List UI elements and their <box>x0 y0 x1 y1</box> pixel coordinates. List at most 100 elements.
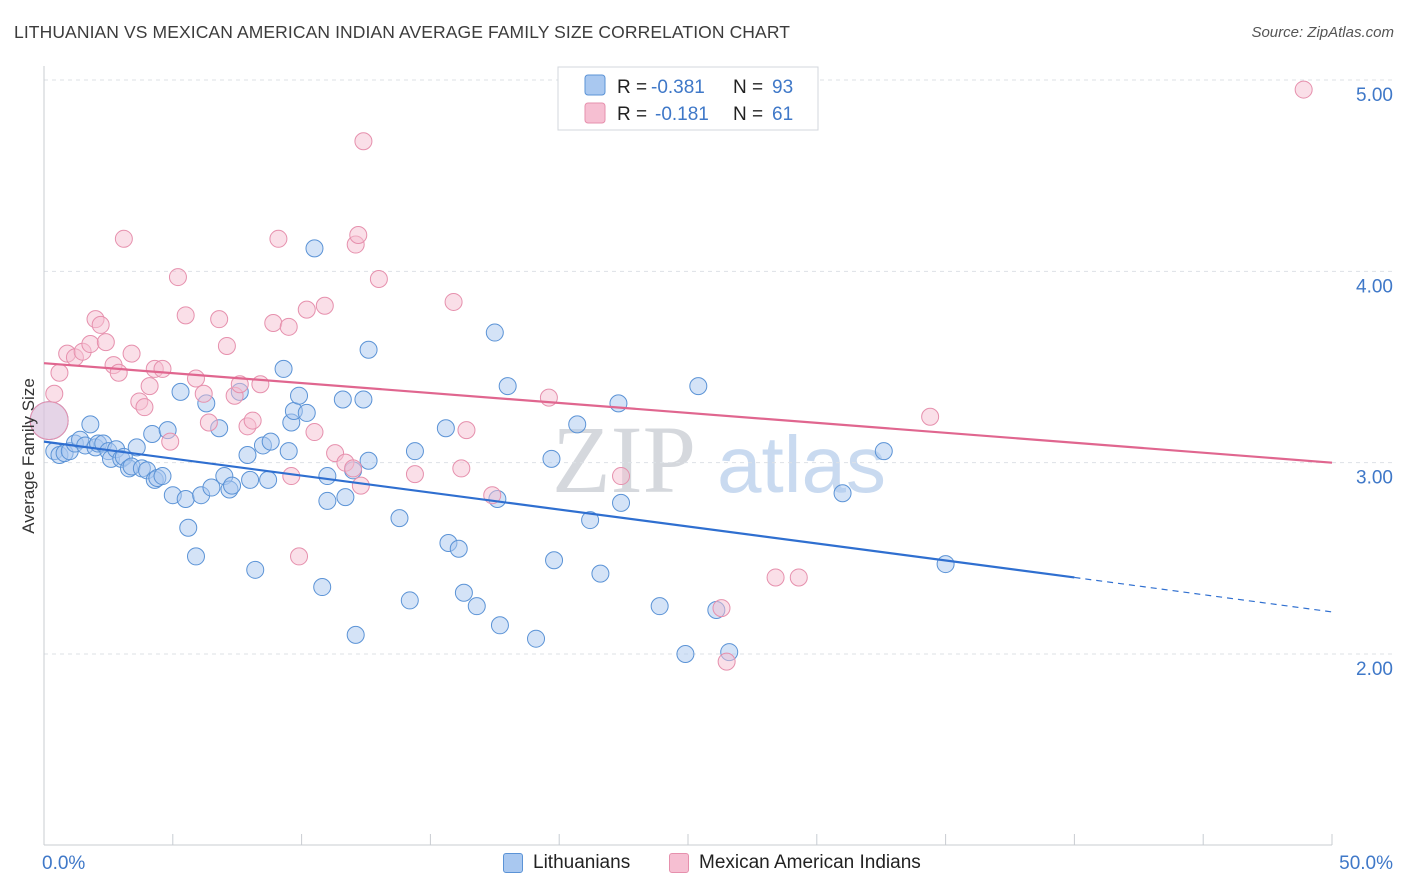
mexican-american-indian-point <box>91 315 110 334</box>
lithuanian-point <box>405 442 424 461</box>
legend-r-value-2: -0.181 <box>655 104 709 125</box>
lithuanian-point <box>297 403 316 422</box>
x-ticks <box>43 834 1333 845</box>
mexican-american-indian-point <box>168 268 187 287</box>
lithuanian-point <box>202 478 221 497</box>
lithuanian-point <box>290 386 309 405</box>
mexican-american-indian-point <box>194 384 213 403</box>
lithuanian-point <box>545 551 564 570</box>
lithuanian-point <box>261 432 280 451</box>
legend-swatch-lithuanians <box>584 74 606 96</box>
lithuanian-point <box>936 555 955 574</box>
lithuanian-point <box>676 645 695 663</box>
chart-title: LITHUANIAN VS MEXICAN AMERICAN INDIAN AV… <box>14 22 791 42</box>
mexican-american-indian-point <box>176 306 195 325</box>
lithuanian-point <box>313 578 332 597</box>
bottom-legend-mexican: Mexican American Indians <box>669 852 921 874</box>
bottom-legend-swatch-lithuanians <box>503 853 523 873</box>
mexican-american-indian-point <box>354 132 373 151</box>
lithuanian-point <box>259 470 278 489</box>
lithuanian-point <box>81 415 100 434</box>
mexican-american-indian-point <box>210 310 229 329</box>
lithuanian-point <box>400 591 419 610</box>
mexican-american-indian-point <box>305 423 324 442</box>
mexican-american-indian-point <box>50 363 69 382</box>
mexican-american-indian-point <box>405 465 424 484</box>
mexican-american-indian-point <box>199 413 218 432</box>
series-lithuanians <box>29 239 955 663</box>
x-tick-label-max: 50.0% <box>1339 853 1393 874</box>
lithuanian-point <box>336 488 355 507</box>
lithuanian-point <box>223 476 242 495</box>
mexican-american-indian-point <box>612 467 631 486</box>
mexican-american-indian-point <box>29 401 69 441</box>
mexican-american-indian-point <box>921 407 940 426</box>
mexican-american-indian-point <box>161 432 180 451</box>
lithuanian-point <box>467 597 486 616</box>
mexican-american-indian-point <box>96 333 115 352</box>
mexican-american-indian-point <box>712 599 731 618</box>
y-axis-title: Average Family Size <box>19 378 38 534</box>
lithuanian-point <box>449 539 468 558</box>
lithuanian-point <box>650 597 669 616</box>
lithuanian-point <box>346 625 365 644</box>
lithuanian-point <box>485 323 504 342</box>
mexican-american-indian-point <box>351 476 370 495</box>
lithuanian-point <box>498 377 517 396</box>
lithuanian-point <box>274 359 293 378</box>
bottom-legend-label-lithuanians: Lithuanians <box>533 852 631 873</box>
lithuanian-point <box>333 390 352 409</box>
mexican-american-indian-point <box>230 375 249 394</box>
mexican-american-indian-point <box>251 375 270 394</box>
lithuanian-point <box>591 564 610 583</box>
legend-n-value-2: 61 <box>772 104 793 125</box>
lithuanian-point <box>179 518 198 537</box>
lithuanian-point <box>171 382 190 401</box>
lithuanian-point <box>390 509 409 528</box>
mexican-american-indian-point <box>766 568 785 587</box>
mexican-american-indian-point <box>269 229 288 248</box>
bottom-legend-swatch-mexican <box>669 853 689 873</box>
legend-r-label-2: R = <box>617 104 647 125</box>
mexican-american-indian-point <box>140 377 159 396</box>
mexican-american-indian-point <box>153 359 172 378</box>
legend-n-value-1: 93 <box>772 77 793 98</box>
lithuanian-point <box>359 451 378 470</box>
lithuanian-point <box>527 629 546 648</box>
chart-source: Source: ZipAtlas.com <box>1251 24 1394 41</box>
lithuanian-point <box>833 484 852 503</box>
mexican-american-indian-point <box>264 313 283 332</box>
mexican-american-indian-point <box>81 335 100 354</box>
correlation-legend: R = -0.381 N = 93 R = -0.181 N = 61 <box>557 66 819 131</box>
trend-line-lithuanians-extension <box>1074 576 1333 613</box>
legend-n-label-1: N = <box>733 77 763 98</box>
lithuanian-point <box>689 377 708 396</box>
watermark-atlas: atlas <box>717 420 886 509</box>
lithuanian-point <box>246 560 265 579</box>
lithuanian-point <box>581 511 600 530</box>
lithuanian-point <box>318 491 337 510</box>
y-tick-label-5: 5.00 <box>1356 85 1393 106</box>
lithuanian-point <box>153 467 172 486</box>
mexican-american-indian-point <box>349 225 368 244</box>
mexican-american-indian-point <box>457 421 476 440</box>
mexican-american-indian-point <box>444 292 463 311</box>
legend-swatch-mexican <box>584 102 606 124</box>
lithuanian-point <box>176 490 195 509</box>
mexican-american-indian-point <box>122 344 141 363</box>
lithuanian-point <box>279 442 298 461</box>
lithuanian-point <box>609 394 628 413</box>
lithuanian-point <box>568 415 587 434</box>
bottom-legend-lithuanians: Lithuanians <box>503 852 630 874</box>
mexican-american-indian-point <box>217 336 236 355</box>
mexican-american-indian-point <box>186 369 205 388</box>
lithuanian-point <box>143 424 162 443</box>
lithuanian-point <box>436 419 455 438</box>
mexican-american-indian-point <box>109 363 128 382</box>
mexican-american-indian-point <box>45 384 64 403</box>
lithuanian-point <box>241 470 260 489</box>
lithuanian-point <box>874 442 893 461</box>
trend-line-lithuanians <box>43 440 1075 579</box>
y-tick-label-4: 4.00 <box>1356 276 1393 297</box>
